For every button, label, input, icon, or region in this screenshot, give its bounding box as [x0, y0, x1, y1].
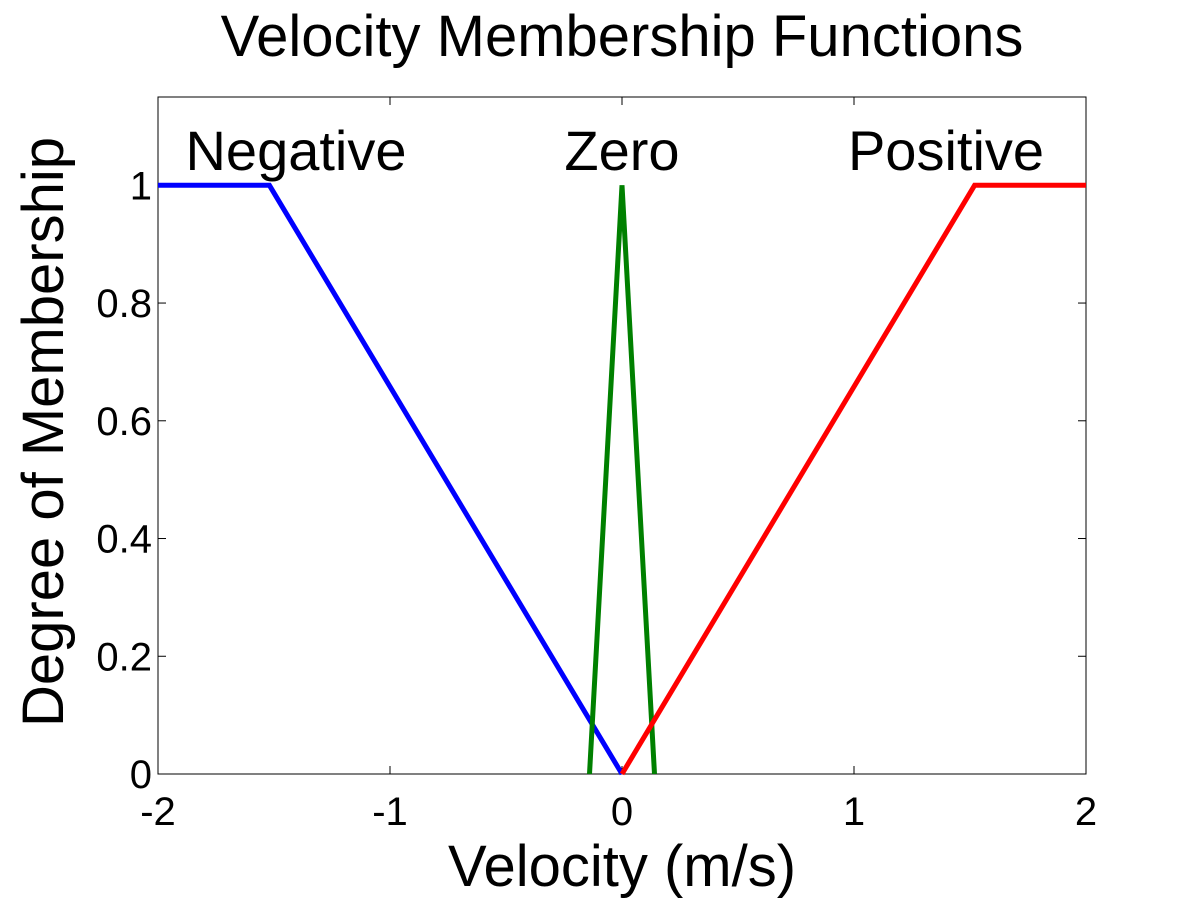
series-line-negative	[158, 182, 625, 776]
x-tick-label: 0	[611, 790, 633, 834]
ticks-layer: -2 -1 0 1 2 0 0.2 0.4 0.6 0.8 1	[96, 97, 1097, 834]
y-axis-label: Degree of Membership	[11, 137, 76, 727]
series-line-zero	[587, 185, 657, 775]
annotation-zero: Zero	[564, 119, 679, 182]
y-tick-label: 0	[130, 753, 152, 797]
y-tick-label: 0.6	[96, 400, 152, 444]
x-axis-label: Velocity (m/s)	[448, 834, 796, 899]
annotation-positive: Positive	[848, 119, 1044, 182]
x-tick-label: 1	[843, 790, 865, 834]
series-layer	[158, 182, 1086, 776]
x-tick-label: 2	[1075, 790, 1097, 834]
x-tick-label: -1	[372, 790, 408, 834]
y-tick-label: 0.4	[96, 518, 152, 562]
chart-title: Velocity Membership Functions	[221, 4, 1024, 69]
y-tick-label: 1	[130, 164, 152, 208]
y-tick-label: 0.8	[96, 282, 152, 326]
series-line-positive	[619, 182, 1086, 776]
x-tick-label: -2	[140, 790, 176, 834]
y-tick-label: 0.2	[96, 635, 152, 679]
annotation-negative: Negative	[185, 119, 406, 182]
